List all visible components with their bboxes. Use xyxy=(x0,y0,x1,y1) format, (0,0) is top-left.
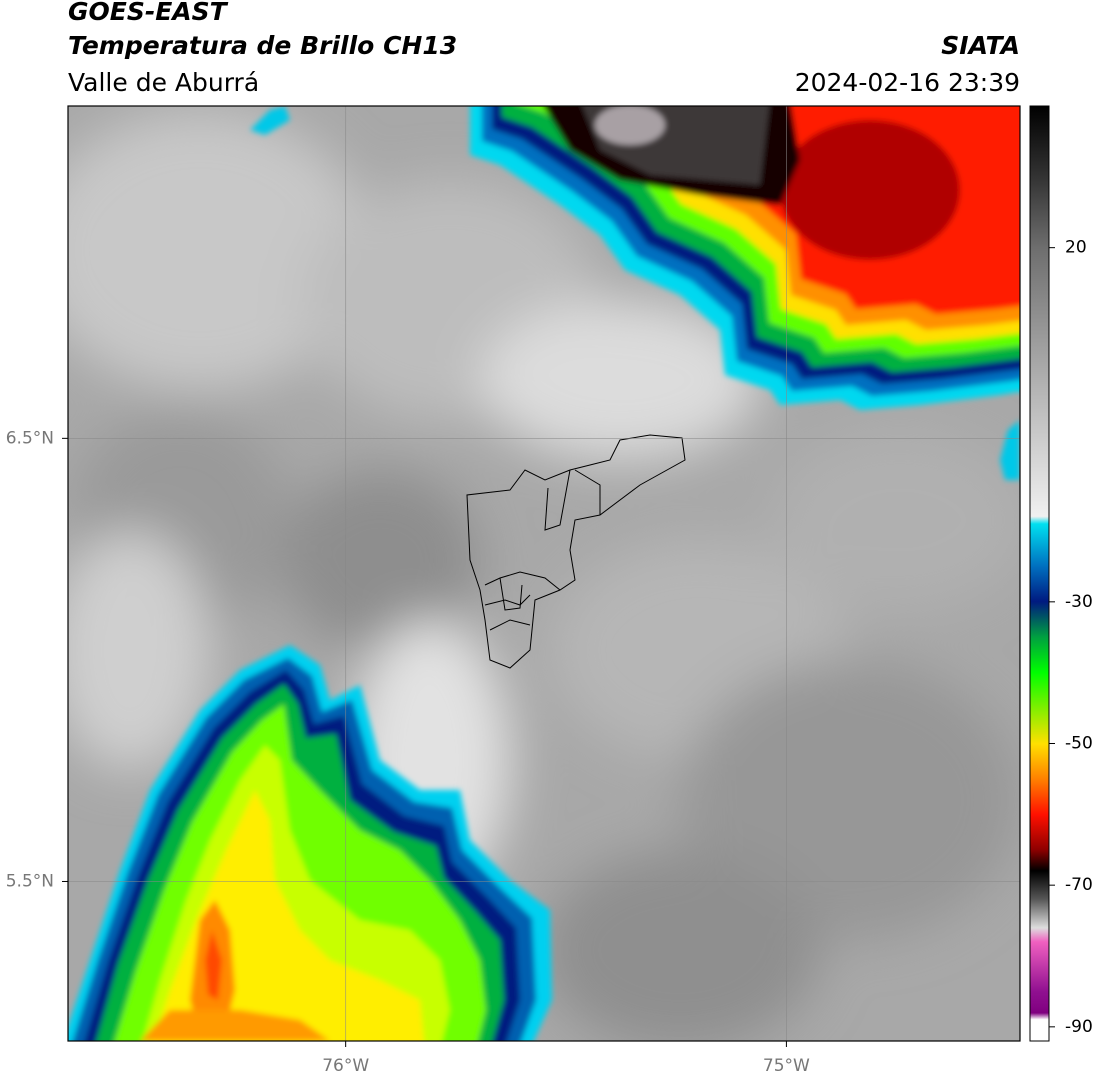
colorbar-tick-label: -90 xyxy=(1065,1017,1093,1037)
y-tick-label: 5.5°N xyxy=(6,871,54,891)
y-tick-label: 6.5°N xyxy=(6,428,54,448)
satellite-image xyxy=(68,106,1020,1041)
subtitle: Temperatura de Brillo CH13 xyxy=(68,31,457,60)
colorbar xyxy=(1029,105,1050,1042)
valle-boundary xyxy=(466,434,686,669)
x-tick-label: 75°W xyxy=(763,1056,810,1076)
map-frame xyxy=(67,105,1021,1042)
region: Valle de Aburrá xyxy=(68,68,259,97)
colorbar-tick-label: -30 xyxy=(1065,592,1093,612)
x-tick-label: 76°W xyxy=(322,1056,369,1076)
colorbar-tick-label: -70 xyxy=(1065,875,1093,895)
colorbar-tick-label: -50 xyxy=(1065,734,1093,754)
title: GOES-EAST xyxy=(68,0,229,26)
colorbar-tick-label: 20 xyxy=(1065,238,1087,258)
timestamp: 2024-02-16 23:39 xyxy=(795,68,1020,97)
source: SIATA xyxy=(941,31,1020,60)
